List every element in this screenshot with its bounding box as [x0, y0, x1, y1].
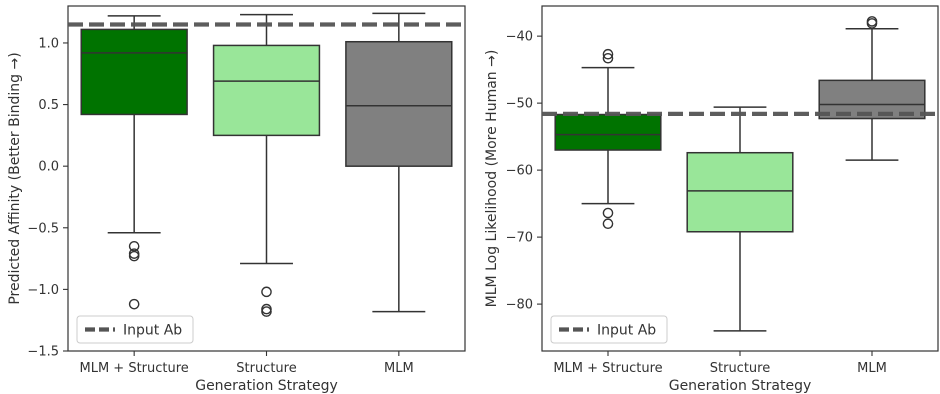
y-axis-label: Predicted Affinity (Better Binding →): [7, 52, 23, 304]
iqr-box: [554, 113, 662, 151]
box-mlm-structure: [80, 15, 188, 310]
outlier-point: [602, 207, 614, 219]
y-tick-label: −1.5: [27, 345, 59, 360]
legend-box: [550, 315, 668, 344]
x-tick-label: MLM: [857, 361, 887, 376]
y-tick-label: −0.5: [27, 221, 59, 236]
box-mlm: [345, 12, 453, 313]
y-tick-label: 0.5: [38, 98, 59, 113]
y-axis-label: MLM Log Likelihood (More Human →): [484, 50, 500, 308]
y-tick-label: 0.0: [38, 160, 59, 175]
x-tick-label: Structure: [710, 361, 770, 376]
box-structure: [212, 13, 321, 317]
x-tick-label: Structure: [236, 361, 296, 376]
x-tick-label: MLM + Structure: [553, 361, 662, 376]
iqr-box: [686, 151, 794, 233]
y-tick-label: −50: [506, 97, 533, 112]
box-mlm: [818, 16, 926, 161]
legend-label: Input Ab: [123, 323, 182, 339]
y-tick-label: −70: [506, 231, 533, 246]
y-tick-label: −1.0: [27, 283, 59, 298]
x-axis-label: Generation Strategy: [669, 378, 812, 394]
outlier-point: [866, 18, 878, 29]
legend-label: Input Ab: [597, 323, 656, 339]
affinity-panel: −1.5 −1.0 −0.5 0.0 0.5 1.0 MLM + Structure Stru…: [7, 5, 466, 394]
iqr-box: [345, 40, 453, 167]
legend-box: [76, 315, 194, 344]
x-axis-label: Generation Strategy: [195, 378, 338, 394]
box-structure: [686, 106, 794, 332]
y-tick-label: −60: [506, 164, 533, 179]
outlier-point: [602, 48, 614, 60]
box-mlm-structure: [554, 48, 662, 230]
y-tick-label: −40: [506, 30, 533, 45]
outlier-point: [261, 286, 272, 298]
outlier-point: [602, 218, 614, 230]
iqr-box: [80, 28, 188, 116]
outlier-point: [128, 250, 140, 262]
y-tick-label: 1.0: [38, 36, 59, 51]
likelihood-panel: −80 −70 −60 −50 −40 MLM + Structure Structure M…: [484, 5, 939, 394]
x-tick-label: MLM: [384, 361, 414, 376]
x-tick-label: MLM + Structure: [80, 361, 189, 376]
outlier-point: [128, 298, 140, 310]
iqr-box: [212, 44, 321, 137]
y-tick-label: −80: [506, 298, 533, 313]
outlier-point: [602, 52, 614, 64]
outlier-point: [261, 306, 272, 317]
